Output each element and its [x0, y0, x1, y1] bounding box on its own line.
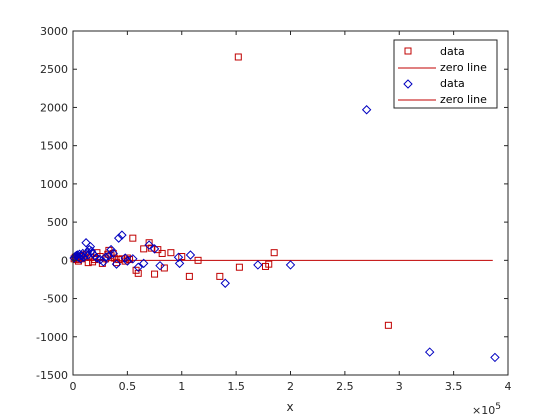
series-0-point-39: [178, 253, 186, 261]
series-0-point-47: [270, 249, 278, 257]
series-1-point-35: [155, 260, 165, 271]
series-0-point-48: [384, 321, 392, 329]
series-1-point-36: [173, 252, 184, 262]
series-1-point-38: [185, 250, 196, 260]
y-tick-label-7: 2000: [40, 101, 68, 114]
series-0-point-34: [151, 270, 159, 278]
series-1-point-43: [424, 347, 435, 357]
y-tick-label-5: 1000: [40, 178, 68, 191]
series-1-point-34: [149, 244, 160, 254]
series-0-point-28: [129, 234, 137, 242]
y-tick-label-9: 3000: [40, 25, 68, 38]
series-1-point-22: [104, 251, 114, 261]
x-tick-label-3: 1.5: [227, 380, 245, 393]
series-0-point-41: [194, 256, 202, 264]
y-tick-label-3: 0: [61, 254, 68, 267]
series-0-point-11: [89, 258, 97, 266]
y-tick-label-2: -500: [43, 293, 68, 306]
y-tick-label-0: -1500: [36, 369, 68, 382]
x-tick-label-7: 3.5: [445, 380, 463, 393]
series-0-point-21: [110, 254, 118, 262]
series-1-point-30: [128, 254, 138, 264]
series-1-point-28: [120, 253, 130, 263]
series-1-point-42: [361, 105, 372, 115]
series-1-point-39: [220, 278, 230, 288]
series-0-point-30: [134, 269, 142, 277]
x-tick-label-1: 0.5: [119, 380, 137, 393]
series-0-point-46: [265, 260, 273, 268]
series-1-point-40: [253, 260, 263, 270]
legend-label-1: zero line: [440, 61, 487, 74]
series-1-point-11: [82, 247, 92, 258]
series-1-point-12: [83, 250, 93, 260]
series-1-point-21: [100, 252, 111, 262]
y-tick-label-6: 1500: [40, 140, 68, 153]
x-exponent-power: 5: [495, 402, 501, 412]
series-1-point-44: [490, 352, 500, 363]
x-tick-label-2: 1: [178, 380, 185, 393]
series-1-point-37: [174, 258, 185, 269]
legend-label-2: data: [440, 77, 465, 90]
series-1-point-41: [285, 260, 296, 270]
series-0-point-40: [185, 272, 193, 280]
series-1-point-27: [117, 230, 127, 240]
series-0-point-43: [234, 53, 242, 61]
legend-marker-data-square: [404, 47, 412, 55]
series-0-point-31: [140, 245, 148, 253]
series-0-point-32: [145, 239, 153, 247]
tick-layer: 0 0.5 1 1.5 2 2.5 3 3.5 4 -1500 -1000 -500 0 500 1000 1…: [36, 25, 511, 393]
series-1-point-32: [138, 258, 149, 269]
y-tick-label-1: -1000: [36, 331, 68, 344]
series-1-point-25: [111, 259, 122, 269]
series-1-point-8: [78, 248, 88, 259]
series-1-point-33: [144, 240, 154, 250]
series-1-point-24: [108, 248, 118, 259]
x-tick-label-5: 2.5: [336, 380, 354, 393]
x-tick-label-4: 2: [287, 380, 294, 393]
series-1-point-26: [113, 233, 124, 243]
y-tick-label-8: 2500: [40, 63, 68, 76]
series-0-point-35: [154, 246, 162, 254]
x-axis-label: x: [286, 400, 293, 414]
series-0-point-38: [167, 249, 175, 257]
x-exponent-label: ×105: [472, 402, 501, 417]
series-0-point-42: [216, 272, 224, 280]
series-0-point-44: [235, 263, 243, 271]
series-1-point-14: [85, 241, 96, 252]
legend-label-0: data: [440, 45, 465, 58]
series-layer: [69, 53, 500, 363]
x-tick-label-6: 3: [396, 380, 403, 393]
series-0-point-36: [158, 249, 166, 257]
series-1-point-31: [133, 262, 143, 272]
series-0-point-14: [96, 253, 104, 261]
x-tick-label-8: 4: [505, 380, 512, 393]
series-0-point-26: [123, 254, 131, 262]
legend-marker-data-diamond: [403, 79, 413, 89]
x-tick-label-0: 0: [70, 380, 77, 393]
y-tick-label-4: 500: [47, 216, 68, 229]
series-1-point-23: [106, 244, 116, 255]
legend: data zero line data zero line: [393, 39, 498, 109]
legend-label-3: zero line: [440, 93, 487, 106]
